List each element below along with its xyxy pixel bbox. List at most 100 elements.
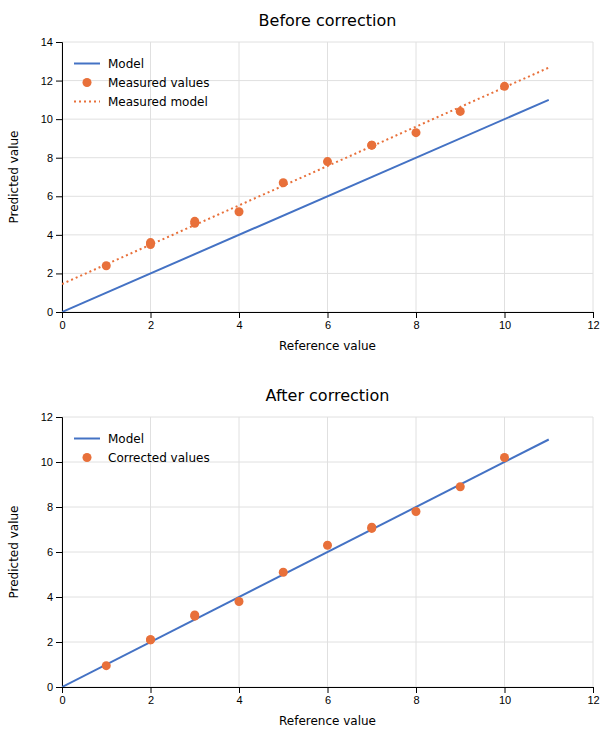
tick-mark xyxy=(328,312,329,318)
grid-line-y xyxy=(62,234,593,235)
scatter-point xyxy=(146,240,155,249)
legend-swatch xyxy=(82,78,91,87)
scatter-point xyxy=(500,82,509,91)
tick: 8 xyxy=(47,152,62,164)
legend-item: Model xyxy=(74,57,144,71)
tick-label: 0 xyxy=(59,694,65,706)
scatter-point xyxy=(500,453,509,462)
tick-mark xyxy=(56,42,62,43)
tick-mark xyxy=(151,312,152,318)
grid-line-y xyxy=(62,42,593,43)
grid-line-y xyxy=(62,273,593,274)
tick-label: 12 xyxy=(41,75,53,87)
tick-mark xyxy=(56,196,62,197)
legend-swatch xyxy=(74,63,100,65)
grid xyxy=(62,42,593,312)
scatter-point xyxy=(146,635,155,644)
scatter-point xyxy=(190,217,199,226)
x-axis: 0 2 4 6 8 10 12 xyxy=(59,312,599,331)
panel: After correction024681012024681012Refere… xyxy=(7,386,600,728)
chart-title: After correction xyxy=(266,386,390,405)
tick: 12 xyxy=(587,687,599,706)
series-line xyxy=(62,68,549,284)
plot-marks xyxy=(62,440,549,688)
axis-line xyxy=(56,43,63,313)
tick-label: 6 xyxy=(325,319,331,331)
tick-mark xyxy=(416,687,417,693)
scatter-point xyxy=(190,611,199,620)
tick-label: 0 xyxy=(47,681,53,693)
tick-mark xyxy=(56,119,62,120)
panel: Before correction02468101202468101214Ref… xyxy=(7,11,600,353)
tick-mark xyxy=(593,687,594,693)
tick: 0 xyxy=(47,681,62,693)
axis-line xyxy=(63,688,594,694)
scatter-point xyxy=(367,141,376,150)
scatter-point xyxy=(279,178,288,187)
y-axis-label: Predicted value xyxy=(7,131,21,224)
tick: 8 xyxy=(413,312,419,331)
legend-item: Measured values xyxy=(82,76,209,90)
scatter-point xyxy=(367,141,376,150)
scatter-point xyxy=(412,507,421,516)
tick-mark xyxy=(505,687,506,693)
tick-label: 10 xyxy=(499,694,511,706)
tick-label: 2 xyxy=(148,319,154,331)
tick-label: 6 xyxy=(47,190,53,202)
tick-label: 6 xyxy=(47,546,53,558)
x-axis-label: Reference value xyxy=(279,714,376,728)
scatter-point xyxy=(235,207,244,216)
tick-label: 14 xyxy=(41,36,53,48)
tick: 2 xyxy=(148,312,154,331)
tick-label: 0 xyxy=(59,319,65,331)
tick-mark xyxy=(593,312,594,318)
axis-line xyxy=(63,313,594,319)
tick-mark xyxy=(56,273,62,274)
series-line xyxy=(62,100,549,312)
tick-mark xyxy=(56,235,62,236)
plot-marks xyxy=(62,68,549,312)
legend-label: Model xyxy=(108,432,144,446)
chart-title: Before correction xyxy=(259,11,397,30)
scatter-point xyxy=(367,523,376,532)
legend-item: Model xyxy=(74,432,144,446)
tick-mark xyxy=(56,81,62,82)
tick-mark xyxy=(416,312,417,318)
tick: 14 xyxy=(41,36,62,48)
tick-mark xyxy=(239,687,240,693)
legend-label: Measured values xyxy=(108,76,209,90)
scatter-point xyxy=(412,128,421,137)
figure: Before correction 0 2 4 6 8 10 12 0 2 4 6 8 10 12 14 Ref… xyxy=(0,0,615,750)
tick: 12 xyxy=(587,312,599,331)
tick: 6 xyxy=(325,687,331,706)
tick-label: 12 xyxy=(587,694,599,706)
tick: 4 xyxy=(47,591,62,603)
grid-line-y xyxy=(62,417,593,418)
tick-label: 12 xyxy=(587,319,599,331)
tick-label: 8 xyxy=(47,501,53,513)
tick-label: 4 xyxy=(47,591,53,603)
scatter-point xyxy=(235,597,244,606)
tick-label: 8 xyxy=(413,694,419,706)
tick-mark xyxy=(151,687,152,693)
tick: 2 xyxy=(148,687,154,706)
legend: ModelCorrected values xyxy=(74,432,210,465)
tick: 8 xyxy=(47,501,62,513)
legend: ModelMeasured valuesMeasured model xyxy=(74,57,209,109)
tick: 10 xyxy=(499,312,511,331)
tick-label: 4 xyxy=(47,229,53,241)
x-axis-label: Reference value xyxy=(279,339,376,353)
y-axis-label: Predicted value xyxy=(7,506,21,599)
scatter-point xyxy=(456,482,465,491)
tick: 0 xyxy=(59,687,65,706)
axis-line xyxy=(56,418,63,688)
grid-line-y xyxy=(62,597,593,598)
scatter-point xyxy=(456,107,465,116)
tick-label: 8 xyxy=(47,152,53,164)
tick-label: 2 xyxy=(47,636,53,648)
grid-line-x xyxy=(327,42,328,312)
tick-mark xyxy=(56,462,62,463)
tick: 4 xyxy=(47,229,62,241)
tick-label: 4 xyxy=(236,319,242,331)
tick: 4 xyxy=(236,687,242,706)
